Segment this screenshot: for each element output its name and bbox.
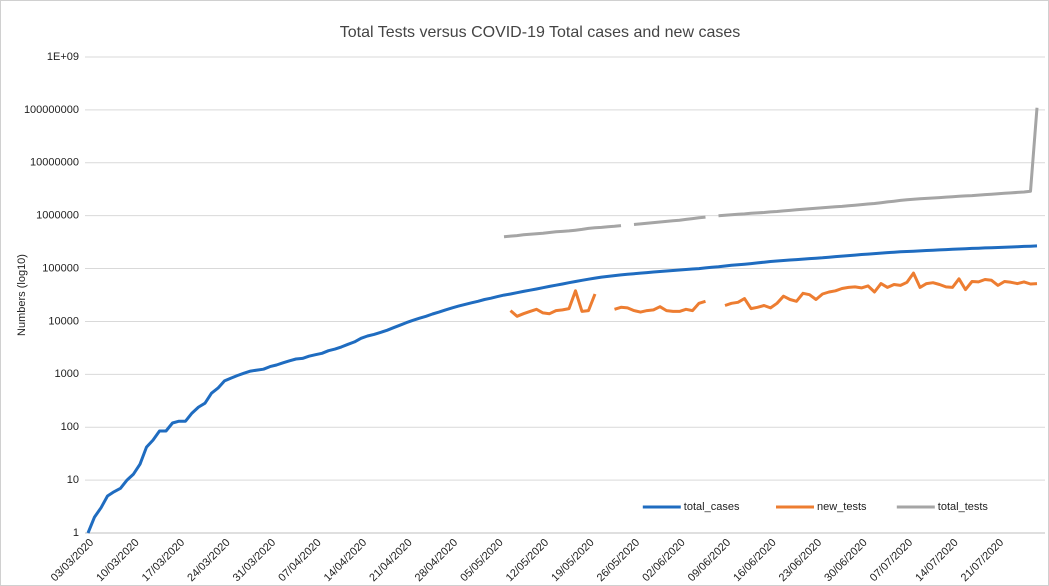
y-tick-label: 100000000: [24, 104, 79, 116]
legend-label: total_tests: [938, 501, 989, 513]
series-line: [509, 289, 597, 318]
y-tick-label: 1: [73, 527, 79, 539]
y-tick-label: 1000: [55, 368, 79, 380]
chart-title: Total Tests versus COVID-19 Total cases …: [340, 24, 740, 41]
series-line: [724, 271, 1038, 311]
y-tick-label: 10000000: [30, 157, 79, 169]
y-tick-label: 100000: [42, 262, 79, 274]
series-line: [86, 244, 1038, 534]
series-line: [718, 107, 1039, 218]
series-line: [503, 224, 622, 239]
legend-label: new_tests: [817, 501, 867, 513]
y-tick-label: 10000: [48, 315, 79, 327]
legend-label: total_cases: [684, 501, 740, 513]
y-tick-label: 100: [61, 421, 79, 433]
y-axis-title: Numbers (log10): [16, 254, 28, 336]
y-tick-label: 1E+09: [47, 51, 79, 63]
series-line: [614, 299, 706, 314]
series-line: [633, 215, 706, 226]
y-tick-label: 10: [67, 474, 79, 486]
y-tick-label: 1000000: [36, 210, 79, 222]
